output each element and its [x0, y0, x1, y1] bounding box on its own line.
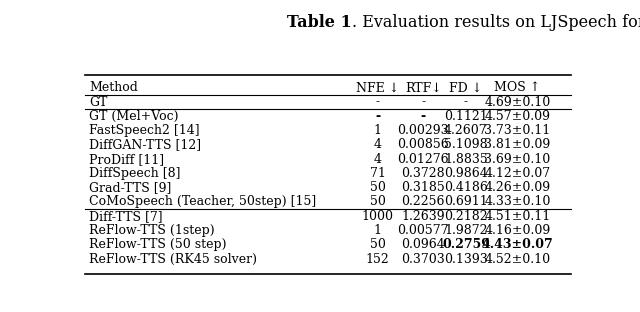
Text: 4.33±0.10: 4.33±0.10 — [484, 196, 550, 208]
Text: Method: Method — [89, 81, 138, 94]
Text: 0.00577: 0.00577 — [397, 224, 449, 237]
Text: Grad-TTS [9]: Grad-TTS [9] — [89, 181, 172, 194]
Text: MOS ↑: MOS ↑ — [494, 81, 541, 94]
Text: 0.3185: 0.3185 — [401, 181, 445, 194]
Text: ProDiff [11]: ProDiff [11] — [89, 153, 164, 166]
Text: 71: 71 — [370, 167, 385, 180]
Text: ReFlow-TTS (1step): ReFlow-TTS (1step) — [89, 224, 214, 237]
Text: 0.2182: 0.2182 — [444, 210, 488, 223]
Text: ReFlow-TTS (RK45 solver): ReFlow-TTS (RK45 solver) — [89, 252, 257, 266]
Text: 4.57±0.09: 4.57±0.09 — [484, 110, 550, 123]
Text: 50: 50 — [370, 238, 385, 251]
Text: DiffGAN-TTS [12]: DiffGAN-TTS [12] — [89, 139, 201, 151]
Text: 0.2256: 0.2256 — [401, 196, 445, 208]
Text: 1: 1 — [374, 124, 381, 137]
Text: -: - — [464, 95, 468, 109]
Text: GT (Mel+Voc): GT (Mel+Voc) — [89, 110, 179, 123]
Text: 4.51±0.11: 4.51±0.11 — [484, 210, 550, 223]
Text: 1000: 1000 — [362, 210, 394, 223]
Text: 4.16±0.09: 4.16±0.09 — [484, 224, 550, 237]
Text: 0.1393: 0.1393 — [444, 252, 488, 266]
Text: 1.9872: 1.9872 — [444, 224, 488, 237]
Text: 0.1121: 0.1121 — [444, 110, 488, 123]
Text: DiffSpeech [8]: DiffSpeech [8] — [89, 167, 180, 180]
Text: 0.3728: 0.3728 — [401, 167, 445, 180]
Text: 0.4186: 0.4186 — [444, 181, 488, 194]
Text: -: - — [420, 110, 426, 123]
Text: RTF↓: RTF↓ — [405, 81, 442, 94]
Text: 3.69±0.10: 3.69±0.10 — [484, 153, 550, 166]
Text: FastSpeech2 [14]: FastSpeech2 [14] — [89, 124, 200, 137]
Text: 1: 1 — [374, 224, 381, 237]
Text: 3.81±0.09: 3.81±0.09 — [484, 139, 550, 151]
Text: 0.2759: 0.2759 — [442, 238, 490, 251]
Text: -: - — [375, 110, 380, 123]
Text: 5.1098: 5.1098 — [444, 139, 488, 151]
Text: NFE ↓: NFE ↓ — [356, 81, 399, 94]
Text: 0.01276: 0.01276 — [397, 153, 449, 166]
Text: 152: 152 — [365, 252, 390, 266]
Text: 4.26±0.09: 4.26±0.09 — [484, 181, 550, 194]
Text: Diff-TTS [7]: Diff-TTS [7] — [89, 210, 163, 223]
Text: ReFlow-TTS (50 step): ReFlow-TTS (50 step) — [89, 238, 227, 251]
Text: FD ↓: FD ↓ — [449, 81, 483, 94]
Text: . Evaluation results on LJSpeech for TTS.: . Evaluation results on LJSpeech for TTS… — [352, 14, 640, 31]
Text: 1.2639: 1.2639 — [401, 210, 445, 223]
Text: 0.00293: 0.00293 — [397, 124, 449, 137]
Text: 0.00856: 0.00856 — [397, 139, 449, 151]
Text: 0.9864: 0.9864 — [444, 167, 488, 180]
Text: 0.0964: 0.0964 — [401, 238, 445, 251]
Text: 0.6911: 0.6911 — [444, 196, 488, 208]
Text: 4.12±0.07: 4.12±0.07 — [484, 167, 550, 180]
Text: 4.52±0.10: 4.52±0.10 — [484, 252, 550, 266]
Text: 4.43±0.07: 4.43±0.07 — [481, 238, 554, 251]
Text: 4: 4 — [374, 139, 381, 151]
Text: -: - — [376, 95, 380, 109]
Text: 50: 50 — [370, 196, 385, 208]
Text: CoMoSpeech (Teacher, 50step) [15]: CoMoSpeech (Teacher, 50step) [15] — [89, 196, 316, 208]
Text: 1.8835: 1.8835 — [444, 153, 488, 166]
Text: -: - — [421, 95, 426, 109]
Text: 50: 50 — [370, 181, 385, 194]
Text: 4: 4 — [374, 153, 381, 166]
Text: 0.3703: 0.3703 — [401, 252, 445, 266]
Text: 4.2607: 4.2607 — [444, 124, 488, 137]
Text: 3.73±0.11: 3.73±0.11 — [484, 124, 550, 137]
Text: 4.69±0.10: 4.69±0.10 — [484, 95, 550, 109]
Text: Table 1: Table 1 — [287, 14, 352, 31]
Text: GT: GT — [89, 95, 108, 109]
